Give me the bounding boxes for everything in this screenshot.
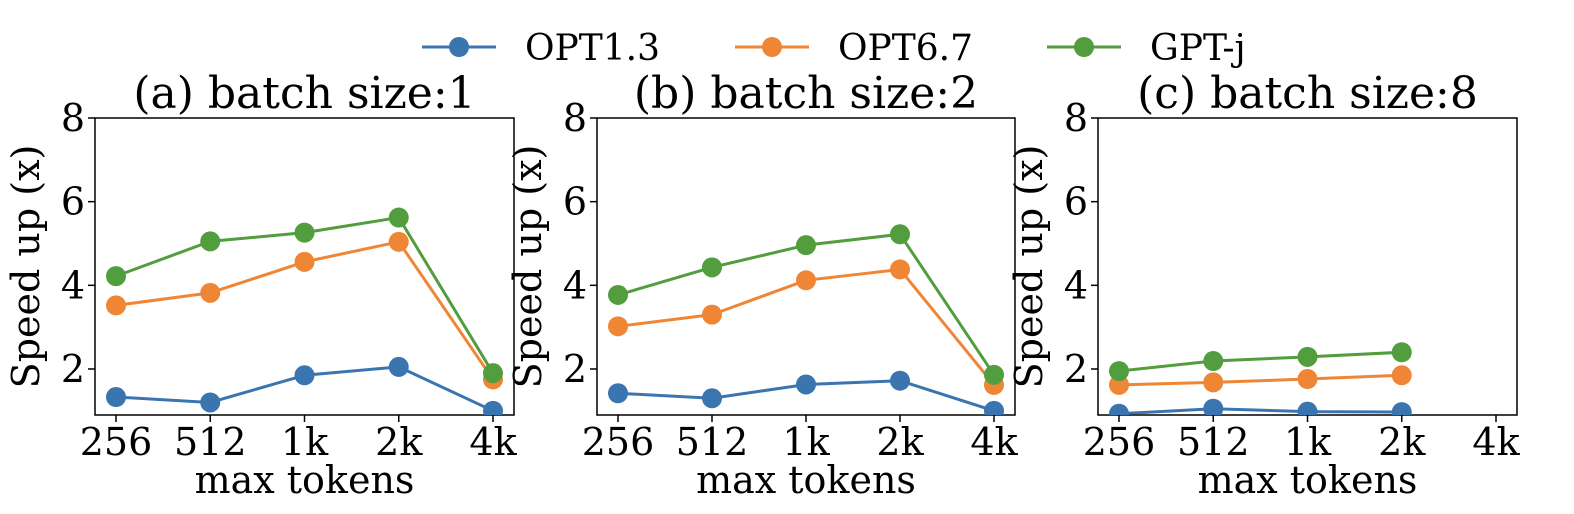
data-point-opt1-3 [608,383,628,404]
y-tick-label: 6 [61,180,85,224]
data-point-gpt-j [200,231,221,252]
x-axis-label: max tokens [696,458,916,502]
x-tick-label: 2k [876,420,924,464]
panel-title: (c) batch size:8 [1137,68,1478,119]
y-tick-label: 4 [1064,263,1088,307]
panel-title: (b) batch size:2 [634,68,978,119]
y-tick-label: 2 [563,347,587,391]
x-tick-label: 256 [80,420,153,464]
panels: (a) batch size:1 2 4 6 8 256 512 1k 2k 4k max toke… [4,68,1521,502]
y-tick-label: 4 [563,263,587,307]
data-point-opt1-3 [294,365,315,386]
data-point-opt6-7 [702,304,722,325]
y-axis-label: Speed up (x) [1007,145,1051,389]
data-point-opt1-3 [200,392,221,413]
x-tick-label: 4k [970,420,1018,464]
series-group [106,207,503,415]
y-axis-label: Speed up (x) [506,145,550,389]
data-point-gpt-j [483,363,503,384]
panel-title: (a) batch size:1 [133,68,475,119]
data-point-gpt-j [1109,361,1129,382]
series-line-gpt-j [1118,350,1402,373]
legend-item-opt6-7: OPT6.7 [735,28,973,69]
y-tick-label: 6 [1064,180,1088,224]
data-point-opt1-3 [1391,402,1412,415]
x-tick-label: 1k [281,420,329,464]
legend-item-gpt-j: GPT-j [1047,28,1246,69]
legend-marker [1074,37,1094,57]
data-point-opt6-7 [796,270,816,291]
x-tick-label: 2k [375,420,423,464]
data-point-opt6-7 [890,259,910,280]
legend: OPT1.3 OPT6.7 GPT-j [422,28,1246,69]
x-tick-label: 512 [174,420,247,464]
legend-marker [449,37,469,57]
data-point-opt1-3 [984,400,1004,415]
data-point-gpt-j [608,284,628,305]
data-point-gpt-j [294,222,315,243]
legend-label: OPT6.7 [838,28,973,69]
data-point-gpt-j [796,235,816,256]
data-point-gpt-j [1297,346,1318,367]
x-tick-label: 256 [582,420,655,464]
data-point-opt6-7 [1203,372,1224,393]
data-point-gpt-j [890,224,910,245]
x-tick-label: 512 [1177,420,1250,464]
data-point-opt1-3 [796,374,816,395]
y-tick-label: 8 [563,96,587,140]
x-tick-label: 256 [1083,420,1156,464]
x-tick-label: 4k [1472,420,1520,464]
legend-marker [762,37,782,57]
x-tick-label: 1k [782,420,830,464]
x-tick-label: 512 [676,420,749,464]
data-point-opt6-7 [294,251,315,272]
series-group [608,224,1004,415]
data-point-opt1-3 [702,388,722,409]
data-point-opt1-3 [106,387,126,408]
y-tick-label: 8 [61,96,85,140]
data-point-opt1-3 [483,400,503,415]
x-tick-label: 4k [469,420,517,464]
plot-frame [596,117,1016,416]
data-point-opt1-3 [890,370,910,391]
series-group [1109,342,1412,415]
series-line-gpt-j [617,232,996,376]
y-tick-label: 4 [61,263,85,307]
x-tick-label: 2k [1378,420,1426,464]
data-point-gpt-j [388,207,409,228]
data-point-opt6-7 [1109,374,1129,395]
data-point-gpt-j [702,257,722,278]
data-point-opt6-7 [388,231,409,252]
y-axis-label: Speed up (x) [4,145,48,389]
data-point-opt6-7 [608,316,628,337]
data-point-opt1-3 [1109,403,1129,415]
series-line-opt6-7 [1118,373,1402,387]
data-point-opt6-7 [1297,369,1318,390]
y-tick-label: 2 [61,347,85,391]
data-point-opt6-7 [1391,365,1412,386]
x-tick-label: 1k [1284,420,1332,464]
data-point-gpt-j [106,266,126,287]
panel-1: (a) batch size:1 2 4 6 8 256 512 1k 2k 4k max toke… [4,68,518,502]
legend-label: GPT-j [1150,28,1246,69]
data-point-opt6-7 [200,282,221,303]
data-point-opt1-3 [1297,401,1318,415]
data-point-gpt-j [984,364,1004,385]
data-point-opt1-3 [1203,398,1224,415]
y-tick-label: 2 [1064,347,1088,391]
panel-3: (c) batch size:8 2 4 6 8 256 512 1k 2k 4k max toke… [1007,68,1521,502]
legend-label: OPT1.3 [525,28,660,69]
series-line-opt1-3 [1118,407,1402,415]
x-axis-label: max tokens [195,458,415,502]
data-point-opt6-7 [106,295,126,316]
x-axis-label: max tokens [1198,458,1418,502]
data-point-gpt-j [1391,342,1412,363]
y-tick-label: 8 [1064,96,1088,140]
panel-2: (b) batch size:2 2 4 6 8 256 512 1k 2k 4k max toke… [506,68,1019,502]
data-point-gpt-j [1203,351,1224,372]
legend-item-opt1-3: OPT1.3 [422,28,660,69]
y-tick-label: 6 [563,180,587,224]
data-point-opt1-3 [388,356,409,377]
